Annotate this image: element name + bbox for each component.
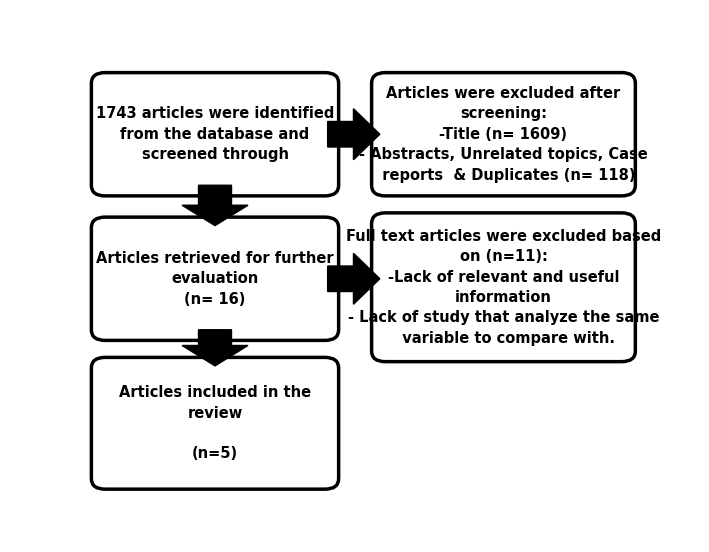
FancyBboxPatch shape — [372, 213, 635, 362]
Text: 1743 articles were identified
from the database and
screened through: 1743 articles were identified from the d… — [96, 107, 334, 162]
Text: Articles retrieved for further
evaluation
(n= 16): Articles retrieved for further evaluatio… — [96, 251, 334, 307]
FancyBboxPatch shape — [91, 357, 339, 489]
Polygon shape — [328, 109, 380, 160]
Text: Articles included in the
review

(n=5): Articles included in the review (n=5) — [119, 385, 311, 461]
Polygon shape — [182, 185, 248, 226]
Text: Full text articles were excluded based
on (n=11):
-Lack of relevant and useful
i: Full text articles were excluded based o… — [346, 229, 661, 346]
Text: Articles were excluded after
screening:
-Title (n= 1609)
- Abstracts, Unrelated : Articles were excluded after screening: … — [359, 86, 648, 183]
FancyBboxPatch shape — [91, 73, 339, 196]
Polygon shape — [328, 253, 380, 304]
FancyBboxPatch shape — [372, 73, 635, 196]
FancyBboxPatch shape — [91, 217, 339, 341]
Polygon shape — [182, 330, 248, 366]
